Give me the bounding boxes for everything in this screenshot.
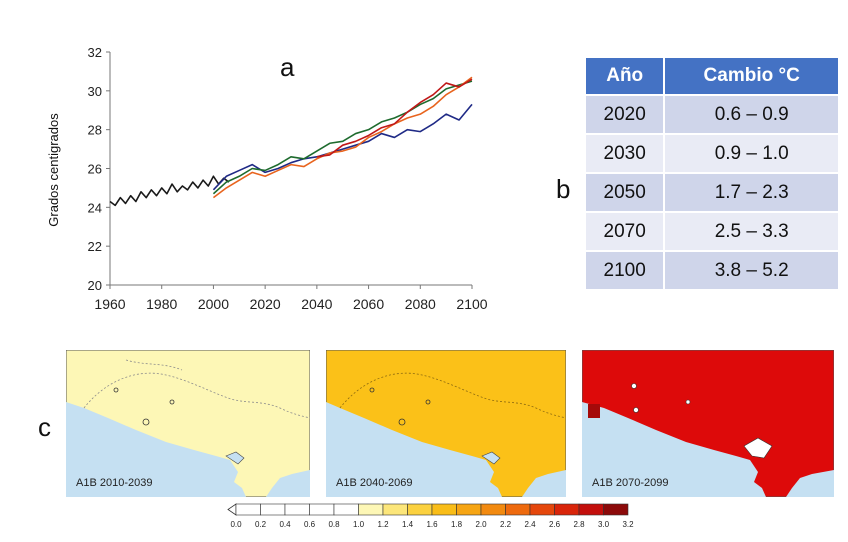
temperature-line-chart: 20 22 24 26 28 30 32 1960 1980 2000 2020 2040 2060 2…	[46, 45, 488, 312]
colorbar-cell	[431, 503, 457, 516]
y-axis-label: Grados centigrados	[46, 113, 61, 227]
temperature-change-table: Año Cambio °C 2020 0.6 – 0.9 2030 0.9 – …	[586, 58, 838, 289]
y-tick-label: 30	[88, 84, 102, 99]
colorbar-tick-label: 2.4	[524, 520, 536, 529]
colorbar-cell	[260, 503, 286, 516]
map-period-label: A1B 2040-2069	[336, 477, 412, 489]
colorbar-tick-label: 3.0	[598, 520, 610, 529]
x-tick-label: 2080	[405, 296, 436, 312]
cell-year: 2050	[586, 172, 666, 211]
y-tick-label: 28	[88, 123, 102, 138]
series-line	[316, 78, 473, 158]
cell-change: 3.8 – 5.2	[665, 250, 838, 289]
y-tick-label: 24	[88, 200, 102, 215]
colorbar-cell	[578, 503, 604, 516]
colorbar-cell	[309, 503, 335, 516]
panel-label-c: c	[38, 412, 51, 442]
series-lines	[109, 76, 473, 207]
map-period-label: A1B 2010-2039	[76, 477, 152, 489]
table-header-row: Año Cambio °C	[586, 58, 838, 94]
colorbar-tick-label: 1.8	[451, 520, 463, 529]
cell-change: 1.7 – 2.3	[665, 172, 838, 211]
panel-label-a: a	[280, 52, 295, 82]
series-line	[212, 76, 473, 199]
colorbar-arrow-left	[227, 503, 237, 516]
series-line	[212, 80, 473, 195]
colorbar-cell	[505, 503, 531, 516]
colorbar-tick-label: 0.4	[279, 520, 291, 529]
colorbar-cell	[358, 503, 384, 516]
panel-label-b: b	[556, 174, 571, 204]
x-tick-labels: 1960 1980 2000 2020 2040 2060 2080 2100	[94, 285, 488, 312]
map-2040-2069: A1B 2040-2069	[326, 350, 566, 497]
colorbar-tick-label: 0.0	[230, 520, 242, 529]
colorbar-tick-label: 0.8	[328, 520, 340, 529]
colorbar-cell	[529, 503, 555, 516]
colorbar-cell	[333, 503, 359, 516]
table-row: 2100 3.8 – 5.2	[586, 250, 838, 289]
colorbar-tick-label: 2.6	[549, 520, 561, 529]
colorbar-cell	[480, 503, 506, 516]
cell-year: 2070	[586, 211, 666, 250]
colorbar-tick-label: 2.0	[475, 520, 487, 529]
colorbar-tick-label: 1.6	[426, 520, 438, 529]
y-tick-labels: 20 22 24 26 28 30 32	[88, 45, 110, 293]
cell-change: 2.5 – 3.3	[665, 211, 838, 250]
x-tick-label: 1980	[146, 296, 177, 312]
header-year: Año	[586, 58, 666, 94]
colorbar-cell	[456, 503, 482, 516]
cell-year: 2020	[586, 94, 666, 133]
colorbar-cell	[382, 503, 408, 516]
colorbar-tick-label: 2.8	[573, 520, 585, 529]
y-tick-label: 32	[88, 45, 102, 60]
table-row: 2030 0.9 – 1.0	[586, 133, 838, 172]
map-2010-2039: A1B 2010-2039	[66, 350, 310, 497]
colorbar-tick-labels: 0.0 0.2 0.4 0.6 0.8 1.0 1.2 1.4 1.6 1.8 2.0 2.2 2.4 2…	[230, 520, 634, 529]
colorbar-cell	[235, 503, 261, 516]
table-row: 2070 2.5 – 3.3	[586, 211, 838, 250]
series-line	[109, 175, 230, 207]
x-tick-label: 2040	[301, 296, 332, 312]
x-tick-label: 2100	[456, 296, 487, 312]
colorbar-tick-label: 2.2	[500, 520, 512, 529]
x-tick-label: 2000	[198, 296, 229, 312]
colorbar-tick-label: 1.0	[353, 520, 365, 529]
y-tick-label: 20	[88, 278, 102, 293]
y-tick-label: 26	[88, 162, 102, 177]
map-2070-2099: A1B 2070-2099	[582, 350, 834, 497]
table-row: 2050 1.7 – 2.3	[586, 172, 838, 211]
x-tick-label: 1960	[94, 296, 125, 312]
colorbar-cell	[407, 503, 433, 516]
colorbar-cell	[603, 503, 629, 516]
colorbar-tick-label: 1.2	[377, 520, 389, 529]
cell-change: 0.6 – 0.9	[665, 94, 838, 133]
colorbar-tick-label: 1.4	[402, 520, 414, 529]
header-change: Cambio °C	[665, 58, 838, 94]
cell-year: 2030	[586, 133, 666, 172]
table-row: 2020 0.6 – 0.9	[586, 94, 838, 133]
cell-year: 2100	[586, 250, 666, 289]
cell-change: 0.9 – 1.0	[665, 133, 838, 172]
map-period-label: A1B 2070-2099	[592, 477, 668, 489]
series-line	[212, 103, 473, 191]
colorbar-legend: 0.0 0.2 0.4 0.6 0.8 1.0 1.2 1.4 1.6 1.8 2.0 2.2 2.4 2…	[227, 503, 634, 529]
colorbar-tick-label: 0.2	[255, 520, 267, 529]
y-tick-label: 22	[88, 239, 102, 254]
colorbar-tick-label: 3.2	[622, 520, 634, 529]
x-tick-label: 2020	[250, 296, 281, 312]
x-tick-label: 2060	[353, 296, 384, 312]
colorbar-cells	[227, 503, 629, 516]
colorbar-tick-label: 0.6	[304, 520, 316, 529]
colorbar-cell	[284, 503, 310, 516]
colorbar-cell	[554, 503, 580, 516]
